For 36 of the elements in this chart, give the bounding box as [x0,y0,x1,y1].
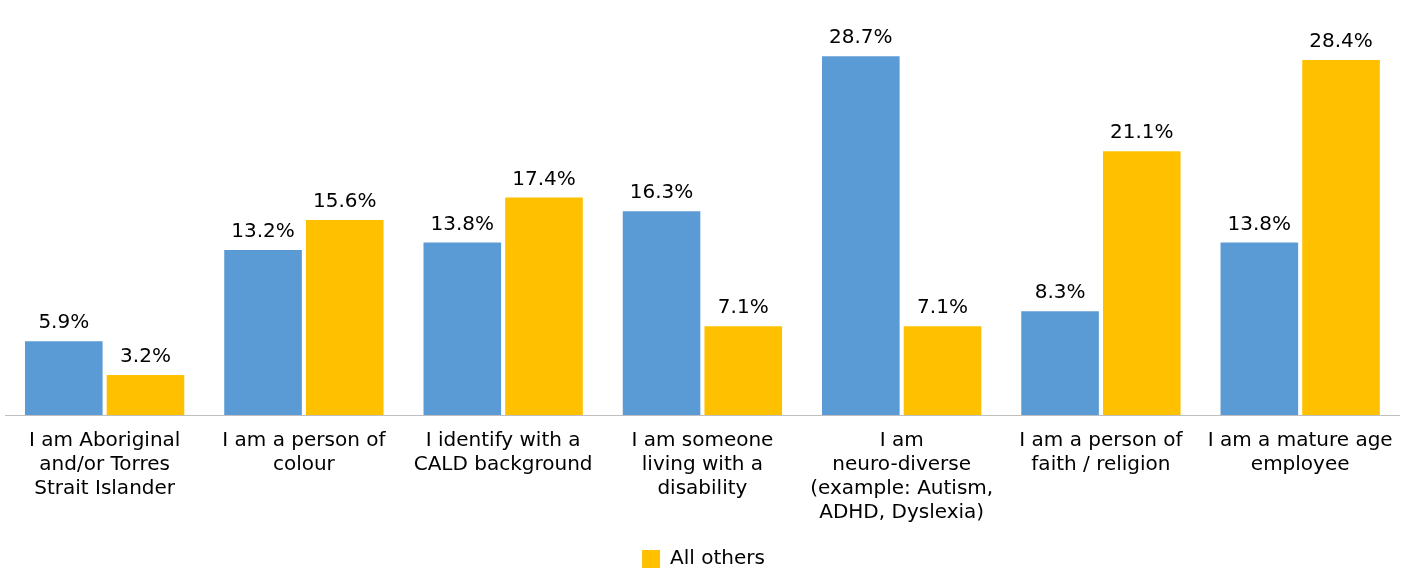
x-tick-label: I am a person of colour [222,427,387,476]
bar [704,326,783,415]
bar [423,242,502,415]
data-label: 21.1% [1110,119,1174,144]
data-label: 13.2% [231,218,295,243]
data-label: 16.3% [629,179,694,204]
data-label: 8.3% [1034,279,1086,304]
bar [822,56,900,415]
x-tick-label: I am neuro-diverse (example: Autism, ADHD, Dyslexia) [810,427,994,524]
data-label: 13.8% [1227,210,1292,235]
data-label: 28.4% [1309,28,1373,53]
bar [224,250,302,415]
bar [1021,311,1099,415]
x-tick-label: I am a person of faith / religion [1019,427,1184,476]
x-tick-label: I identify with a CALD background [413,427,593,476]
data-label: 7.1% [717,294,769,319]
bar [1302,60,1380,415]
data-label: 7.1% [917,294,968,319]
bar [505,197,583,415]
bar [1220,242,1299,415]
legend-label: All others [670,545,765,570]
x-tick-label: I am someone living with a disability [631,427,774,500]
data-label: 13.8% [430,210,495,235]
x-tick-label: I am a mature age employee [1207,427,1393,476]
bar [622,211,701,415]
data-label: 15.6% [312,188,377,213]
data-label: 17.4% [512,165,576,190]
bar [305,220,384,415]
bar [24,341,103,415]
data-label: 3.2% [120,343,171,368]
x-tick-label: I am Aboriginal and/or Torres Strait Islander [28,427,181,500]
data-label: 28.7% [829,24,893,49]
bar [1102,151,1181,415]
data-label: 5.9% [38,309,90,334]
bar [106,375,185,415]
bar [903,326,982,415]
